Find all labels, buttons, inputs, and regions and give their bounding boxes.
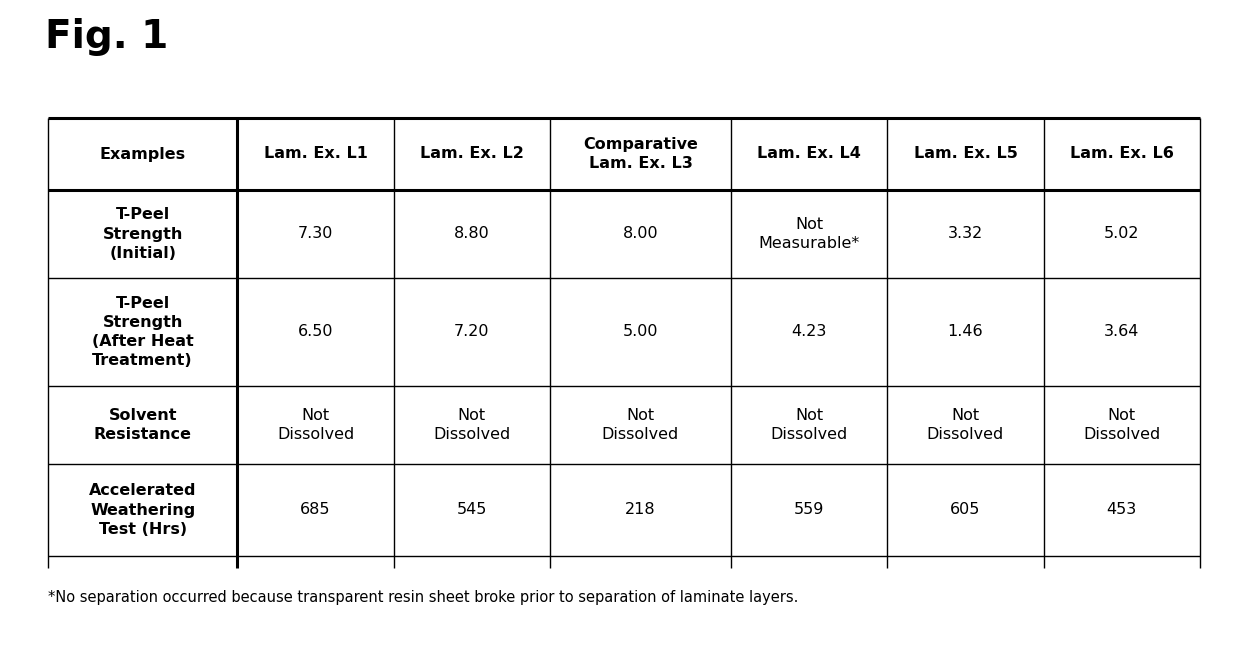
- Text: Not
Dissolved: Not Dissolved: [277, 408, 355, 442]
- Text: Lam. Ex. L4: Lam. Ex. L4: [758, 147, 861, 162]
- Text: 1.46: 1.46: [947, 325, 983, 340]
- Text: 3.64: 3.64: [1104, 325, 1140, 340]
- Text: Not
Dissolved: Not Dissolved: [433, 408, 511, 442]
- Text: Lam. Ex. L5: Lam. Ex. L5: [914, 147, 1017, 162]
- Text: Comparative: Comparative: [583, 137, 698, 152]
- Text: 6.50: 6.50: [298, 325, 334, 340]
- Text: Lam. Ex. L1: Lam. Ex. L1: [264, 147, 367, 162]
- Text: Examples: Examples: [99, 147, 186, 162]
- Text: Not
Dissolved: Not Dissolved: [770, 408, 848, 442]
- Text: T-Peel
Strength
(Initial): T-Peel Strength (Initial): [103, 208, 182, 261]
- Text: Fig. 1: Fig. 1: [45, 18, 169, 56]
- Text: Not
Dissolved: Not Dissolved: [601, 408, 680, 442]
- Text: 4.23: 4.23: [791, 325, 827, 340]
- Text: Not
Measurable*: Not Measurable*: [759, 217, 859, 251]
- Text: Solvent
Resistance: Solvent Resistance: [94, 408, 192, 442]
- Text: Lam. Ex. L6: Lam. Ex. L6: [1070, 147, 1174, 162]
- Text: 8.00: 8.00: [622, 227, 658, 242]
- Text: 685: 685: [300, 503, 331, 518]
- Text: T-Peel
Strength
(After Heat
Treatment): T-Peel Strength (After Heat Treatment): [92, 296, 193, 369]
- Text: 3.32: 3.32: [947, 227, 983, 242]
- Text: Not
Dissolved: Not Dissolved: [926, 408, 1004, 442]
- Text: 559: 559: [794, 503, 825, 518]
- Text: Lam. Ex. L2: Lam. Ex. L2: [420, 147, 523, 162]
- Text: Accelerated
Weathering
Test (Hrs): Accelerated Weathering Test (Hrs): [89, 484, 196, 537]
- Text: Not
Dissolved: Not Dissolved: [1084, 408, 1161, 442]
- Text: 5.02: 5.02: [1104, 227, 1140, 242]
- Text: 7.30: 7.30: [298, 227, 334, 242]
- Text: 218: 218: [625, 503, 656, 518]
- Text: 7.20: 7.20: [454, 325, 490, 340]
- Text: 453: 453: [1106, 503, 1137, 518]
- Text: 5.00: 5.00: [622, 325, 658, 340]
- Text: 545: 545: [456, 503, 487, 518]
- Text: 8.80: 8.80: [454, 227, 490, 242]
- Text: *No separation occurred because transparent resin sheet broke prior to separatio: *No separation occurred because transpar…: [48, 590, 799, 605]
- Text: Lam. Ex. L3: Lam. Ex. L3: [589, 156, 692, 171]
- Text: 605: 605: [950, 503, 981, 518]
